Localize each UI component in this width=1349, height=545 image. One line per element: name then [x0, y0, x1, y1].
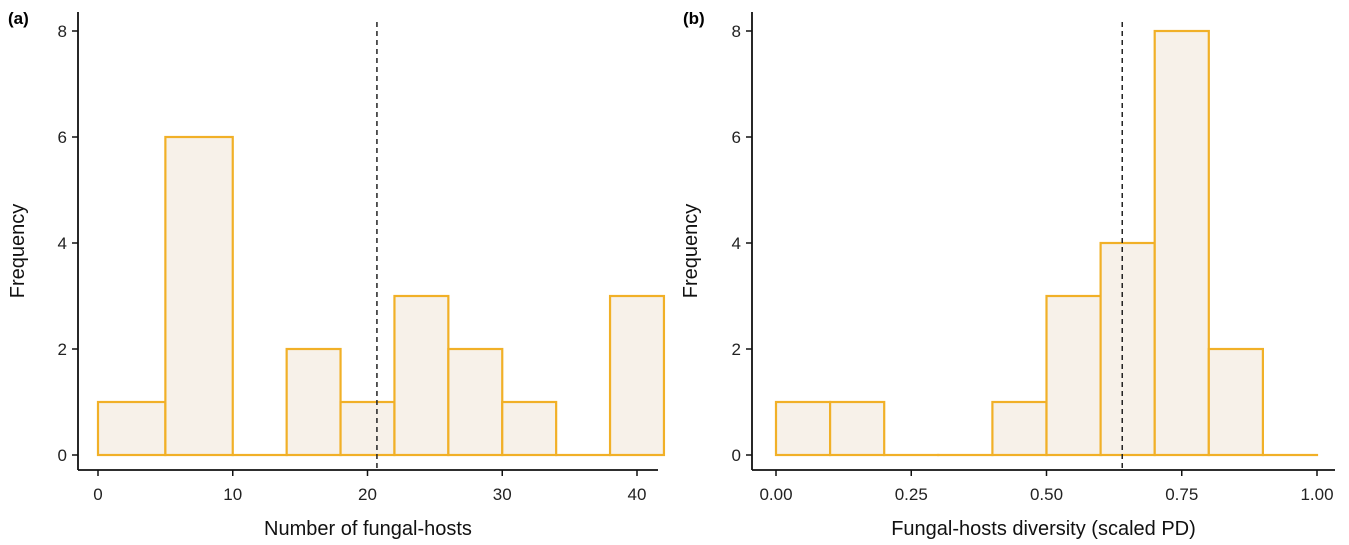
panel-label: (b) — [683, 9, 705, 28]
y-tick-label: 4 — [732, 234, 741, 253]
x-tick-label: 10 — [223, 485, 242, 504]
x-tick-label: 30 — [493, 485, 512, 504]
histogram-bar — [447, 347, 504, 457]
x-tick-label: 0 — [93, 485, 102, 504]
y-tick-label: 0 — [732, 446, 741, 465]
y-axis-title: Frequency — [680, 204, 702, 299]
y-tick-label: 6 — [732, 128, 741, 147]
y-tick-label: 4 — [58, 234, 67, 253]
histogram-bar — [1045, 294, 1102, 457]
x-axis-title: Number of fungal-hosts — [264, 518, 472, 540]
panel-label: (a) — [8, 9, 29, 28]
histogram-bar — [608, 294, 666, 457]
histogram-bar — [164, 135, 234, 457]
histogram-bar — [393, 294, 450, 457]
histogram-bar — [828, 400, 886, 457]
y-tick-label: 0 — [58, 446, 67, 465]
histogram-bar — [285, 347, 342, 457]
panel-b: 0 2 4 6 8 0.00 0.25 0.50 0.75 1.00 (b) Fungal-hosts… — [680, 9, 1335, 540]
x-tick-label: 20 — [358, 485, 377, 504]
histogram-bar — [1099, 241, 1156, 457]
histogram-bar — [774, 400, 832, 457]
x-tick-label: 40 — [628, 485, 647, 504]
histogram-bar — [96, 400, 167, 457]
y-tick-label: 8 — [58, 22, 67, 41]
y-tick-label: 6 — [58, 128, 67, 147]
histogram-bar — [1153, 29, 1210, 457]
panel-a: 0 2 4 6 8 0 10 20 30 40 (a) Number of fungal-hosts F… — [7, 9, 666, 540]
y-tick-label: 8 — [732, 22, 741, 41]
y-tick-label: 2 — [58, 340, 67, 359]
x-axis-title: Fungal-hosts diversity (scaled PD) — [891, 518, 1196, 540]
histogram-bar — [501, 400, 558, 457]
y-tick-label: 2 — [732, 340, 741, 359]
histogram-bar — [339, 400, 396, 457]
x-tick-label: 1.00 — [1300, 485, 1333, 504]
histogram-bar — [1207, 347, 1265, 457]
histogram-bar — [991, 400, 1048, 457]
x-tick-label: 0.50 — [1030, 485, 1063, 504]
x-tick-label: 0.75 — [1165, 485, 1198, 504]
x-tick-label: 0.00 — [759, 485, 792, 504]
x-tick-label: 0.25 — [895, 485, 928, 504]
y-axis-title: Frequency — [7, 204, 29, 299]
